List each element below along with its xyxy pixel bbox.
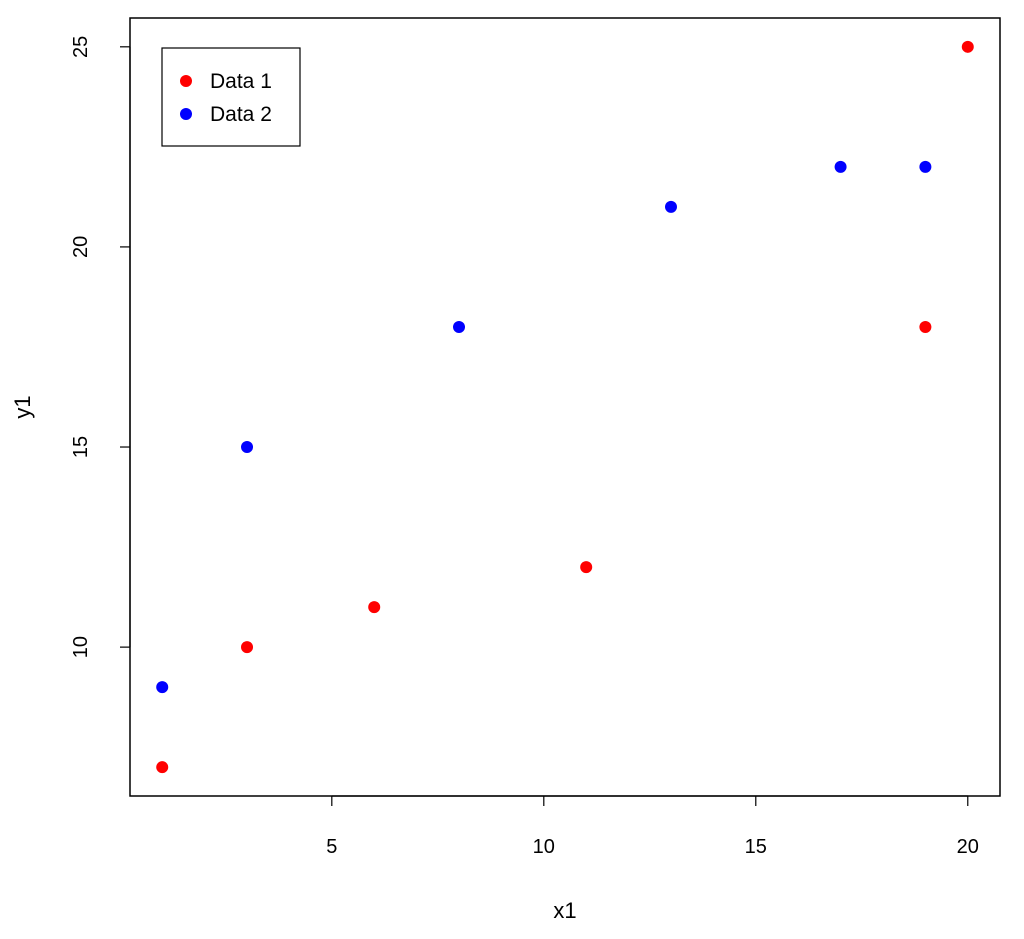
data-point-series-1 xyxy=(961,40,974,53)
data-point-series-2 xyxy=(156,681,169,694)
legend-marker xyxy=(180,75,192,87)
data-point-series-2 xyxy=(664,200,677,213)
y-axis-label: y1 xyxy=(10,395,35,418)
data-point-series-1 xyxy=(241,641,254,654)
legend: Data 1 Data 2 xyxy=(161,47,301,147)
x-tick-label: 15 xyxy=(745,836,767,858)
y-tick-label: 15 xyxy=(70,436,92,458)
data-point-series-1 xyxy=(580,561,593,574)
data-point-series-1 xyxy=(919,320,932,333)
data-point-series-2 xyxy=(834,160,847,173)
y-tick-label: 20 xyxy=(70,236,92,258)
legend-label: Data 1 xyxy=(210,70,272,93)
x-axis: 5 10 15 20 xyxy=(326,795,979,858)
x-tick-label: 10 xyxy=(533,836,555,858)
legend-box xyxy=(161,47,301,147)
legend-label: Data 2 xyxy=(210,103,272,126)
x-axis-label: x1 xyxy=(553,898,576,923)
y-axis: 10 15 20 25 xyxy=(70,36,131,658)
data-point-series-2 xyxy=(453,320,466,333)
data-point-series-1 xyxy=(156,761,169,774)
data-point-series-1 xyxy=(368,601,381,614)
data-point-series-2 xyxy=(919,160,932,173)
x-tick-label: 20 xyxy=(957,836,979,858)
data-point-series-2 xyxy=(241,441,254,454)
y-tick-label: 25 xyxy=(70,36,92,58)
data-points xyxy=(156,40,974,774)
legend-marker xyxy=(180,108,192,120)
y-tick-label: 10 xyxy=(70,636,92,658)
x-tick-label: 5 xyxy=(326,836,337,858)
